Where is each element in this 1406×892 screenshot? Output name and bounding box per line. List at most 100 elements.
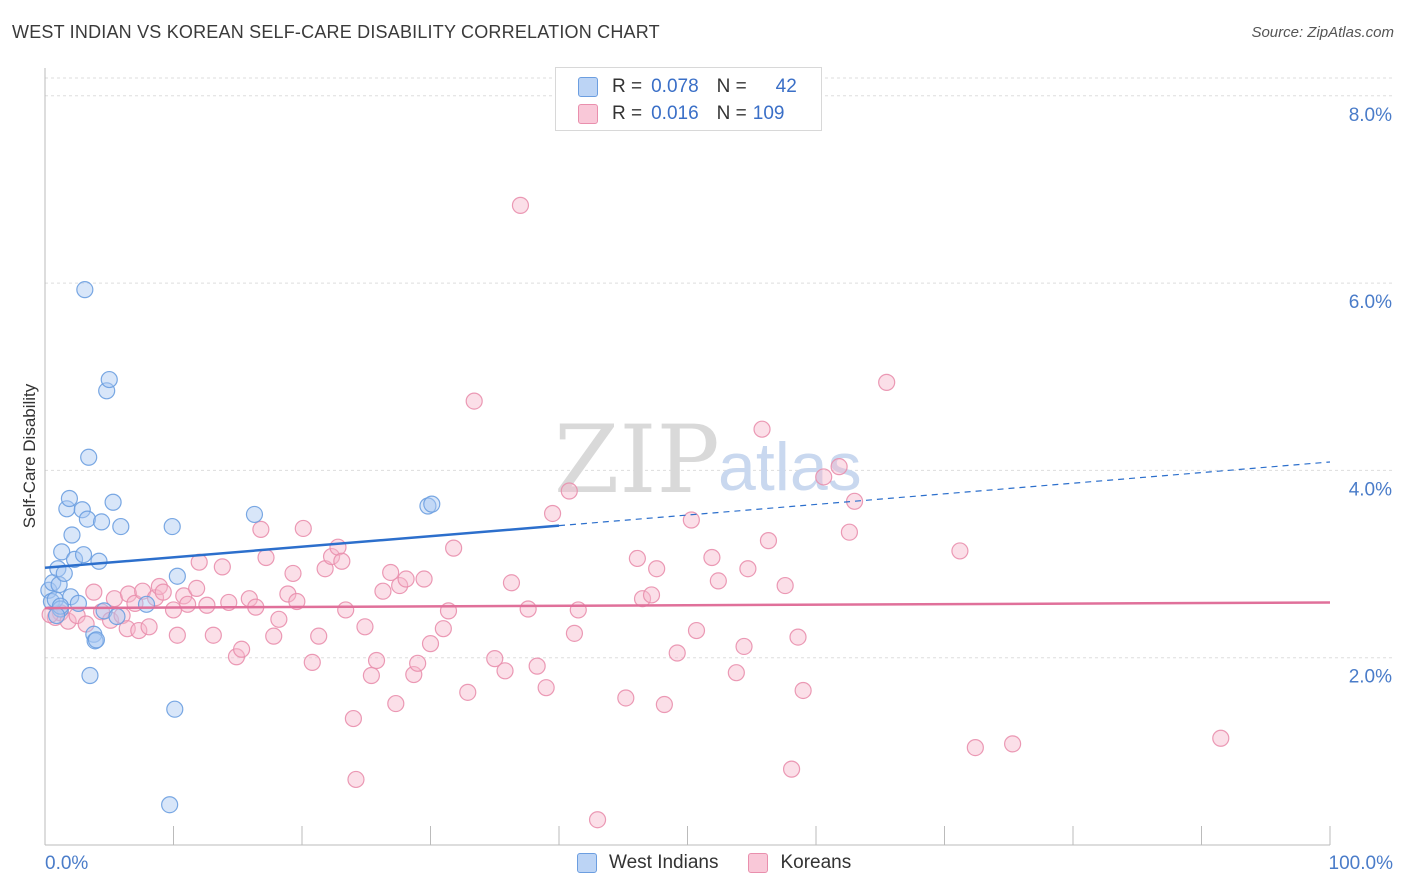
- korean-point: [830, 458, 848, 476]
- korean-point: [687, 621, 706, 640]
- legend-n-value: 42: [775, 76, 797, 97]
- korean-point: [288, 592, 306, 611]
- west-indian-point: [104, 493, 122, 511]
- korean-point: [617, 689, 635, 707]
- korean-point: [329, 538, 347, 556]
- korean-point: [668, 644, 686, 662]
- west-indian-point: [60, 489, 79, 508]
- korean-point: [344, 709, 362, 728]
- west-indian-point: [163, 517, 181, 536]
- korean-point: [130, 621, 148, 640]
- korean-point: [445, 539, 463, 557]
- korean-point: [391, 576, 409, 595]
- korean-point: [569, 601, 587, 619]
- axes: [44, 68, 1331, 846]
- korean-point: [294, 519, 312, 538]
- west-indian-point: [423, 495, 441, 513]
- watermark-zip: ZIP: [554, 406, 720, 515]
- legend-r-label: R =: [612, 76, 643, 97]
- watermark: ZIP atlas: [554, 406, 862, 515]
- korean-point: [409, 654, 427, 672]
- korean-point: [257, 548, 275, 567]
- korean-point: [1004, 735, 1022, 753]
- korean-point: [486, 650, 504, 668]
- korean-point: [367, 651, 386, 670]
- korean-point: [85, 583, 103, 601]
- korean-point: [362, 666, 380, 685]
- korean-point: [528, 657, 546, 675]
- west-indian-point: [51, 597, 70, 615]
- west-indian-point: [80, 448, 98, 466]
- korean-point: [382, 563, 400, 582]
- y-tick-label: 8.0%: [1349, 105, 1392, 126]
- korean-point: [951, 542, 969, 560]
- korean-point: [628, 549, 646, 568]
- korean-point: [709, 572, 727, 590]
- korean-point: [502, 574, 521, 592]
- watermark-atlas: atlas: [718, 429, 862, 505]
- korean-point: [347, 770, 365, 789]
- legend-item-koreans[interactable]: Koreans: [748, 852, 851, 874]
- korean-point: [322, 547, 341, 566]
- korean-point: [776, 576, 794, 595]
- korean-point: [265, 627, 283, 645]
- korean-point: [356, 618, 374, 636]
- west-indian-point: [76, 281, 94, 299]
- korean-point: [703, 548, 721, 567]
- x-tick-label: 0.0%: [45, 853, 88, 874]
- west-indian-point: [65, 550, 84, 568]
- west-indian-point: [74, 546, 93, 564]
- west-indian-point: [108, 607, 126, 626]
- korean-point: [140, 618, 158, 636]
- west-indian-point: [112, 517, 130, 536]
- korean-point: [421, 635, 440, 653]
- korean-point: [204, 626, 222, 644]
- korean-point: [537, 679, 555, 697]
- korean-point: [648, 560, 666, 578]
- legend-swatch-west-indians: [578, 77, 598, 97]
- korean-point: [642, 586, 661, 604]
- korean-point: [739, 560, 757, 578]
- west-indian-point: [78, 510, 97, 528]
- trend-lines: [44, 461, 1331, 610]
- korean-point: [511, 196, 530, 214]
- x-tick-label: 100.0%: [1329, 853, 1394, 874]
- korean-point: [175, 587, 193, 605]
- korean-point: [387, 694, 405, 713]
- west-indian-point: [161, 796, 179, 814]
- korean-point: [405, 665, 423, 684]
- korean-point: [337, 601, 355, 619]
- korean-point: [565, 624, 584, 642]
- korean-point: [233, 640, 251, 658]
- y-tick-label: 2.0%: [1349, 667, 1392, 688]
- series-legend: West Indians Koreans: [577, 852, 881, 874]
- west-indian-point: [100, 370, 118, 389]
- korean-point: [543, 504, 562, 523]
- y-tick-label: 4.0%: [1349, 479, 1392, 500]
- legend-swatch-koreans: [748, 853, 769, 873]
- tick-labels: 2.0% 4.0% 6.0% 8.0% 0.0% 100.0%: [45, 105, 1393, 874]
- legend-label-west-indians: West Indians: [609, 852, 719, 873]
- korean-point: [782, 760, 801, 778]
- korean-point: [310, 627, 328, 645]
- korean-point: [252, 520, 270, 538]
- korean-point: [333, 552, 351, 570]
- west-indian-point: [50, 576, 68, 594]
- korean-point: [588, 811, 607, 829]
- west-indian-trend-extension: [558, 461, 1331, 527]
- korean-points: [41, 196, 1230, 829]
- y-axis-title: Self-Care Disability: [20, 383, 39, 528]
- korean-point: [397, 570, 415, 588]
- west-indian-point: [245, 505, 264, 524]
- west-indian-point: [168, 567, 186, 585]
- korean-point: [560, 482, 578, 500]
- legend-item-west-indians[interactable]: West Indians: [577, 852, 718, 874]
- legend-r-value: 0.078: [651, 76, 699, 97]
- korean-point: [415, 570, 433, 588]
- legend-r-label: R =: [612, 103, 643, 124]
- chart-title: WEST INDIAN VS KOREAN SELF-CARE DISABILI…: [12, 22, 660, 42]
- korean-point: [179, 595, 197, 613]
- stats-legend: R = 0.078 N = 42 R = 0.016 N = 109: [555, 67, 822, 131]
- korean-point: [154, 583, 172, 601]
- korean-point: [519, 600, 537, 618]
